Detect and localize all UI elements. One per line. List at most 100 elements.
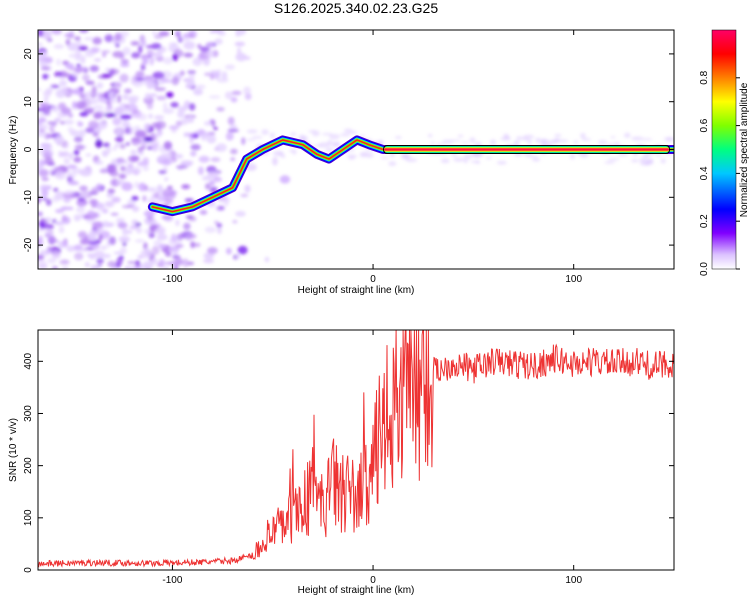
heatmap-noise-blob bbox=[60, 206, 71, 211]
heatmap-noise-blob bbox=[148, 93, 158, 97]
snr-ylabel: SNR (10 * v/v) bbox=[8, 418, 19, 482]
heatmap-noise-blob bbox=[61, 72, 72, 78]
heatmap-noise-blob bbox=[114, 32, 122, 42]
heatmap-noise-blob bbox=[150, 43, 162, 50]
heatmap-noise-blob bbox=[128, 95, 140, 102]
heatmap-ridge-halo bbox=[405, 158, 418, 163]
heatmap-noise-blob bbox=[79, 185, 88, 192]
colorbar-tick-label: 0.0 bbox=[699, 262, 710, 276]
heatmap-noise-blob bbox=[117, 221, 128, 229]
heatmap-noise-blob bbox=[63, 119, 75, 125]
heatmap-noise-blob bbox=[63, 150, 69, 155]
heatmap-noise-blob bbox=[153, 33, 163, 40]
heatmap-noise-blob bbox=[98, 233, 103, 242]
heatmap-noise-blob bbox=[206, 134, 217, 144]
heatmap-noise-blob bbox=[217, 31, 227, 36]
heatmap-noise-blob bbox=[78, 129, 86, 138]
heatmap-noise-blob bbox=[146, 81, 157, 89]
heatmap-noise-blob bbox=[51, 195, 60, 203]
heatmap-noise-blob bbox=[38, 254, 45, 261]
colorbar-tick-label: 0.4 bbox=[699, 166, 710, 180]
heatmap-ridge-halo bbox=[540, 138, 550, 145]
heatmap-ridge-halo bbox=[557, 139, 569, 143]
heatmap-ridge-halo bbox=[290, 132, 297, 136]
heatmap-ridge-halo bbox=[359, 152, 367, 158]
spectrogram-heatmap bbox=[38, 30, 674, 269]
heatmap-noise-blob bbox=[237, 245, 248, 255]
heatmap-ridge-halo bbox=[427, 133, 433, 138]
heatmap-noise-blob bbox=[182, 258, 189, 268]
heatmap-noise-blob bbox=[197, 43, 202, 49]
heatmap-noise-blob bbox=[65, 38, 71, 46]
heatmap-noise-blob bbox=[131, 205, 140, 212]
snr-ytick-label: 400 bbox=[23, 353, 34, 370]
heatmap-ridge-halo bbox=[573, 140, 579, 144]
heatmap-ridge-halo bbox=[547, 140, 558, 145]
heatmap-noise-blob bbox=[204, 226, 217, 233]
heatmap-noise-blob bbox=[175, 30, 181, 38]
heatmap-noise-blob bbox=[107, 188, 116, 194]
heatmap-noise-blob bbox=[241, 137, 246, 146]
heatmap-ridge-halo bbox=[613, 141, 621, 146]
heatmap-noise-blob bbox=[55, 208, 65, 214]
heatmap-noise-blob bbox=[86, 233, 97, 242]
heatmap-noise-blob bbox=[47, 162, 56, 166]
heatmap-noise-blob bbox=[134, 77, 146, 82]
heatmap-noise-blob bbox=[106, 192, 114, 198]
heatmap-noise-blob bbox=[110, 212, 119, 216]
heatmap-ridge-halo bbox=[522, 137, 529, 141]
heatmap-noise-blob bbox=[181, 117, 189, 125]
heatmap-ridge-halo bbox=[667, 137, 672, 141]
heatmap-noise-blob bbox=[140, 250, 152, 259]
heatmap-noise-blob bbox=[122, 46, 131, 56]
heatmap-noise-blob bbox=[127, 230, 133, 234]
heatmap-noise-blob bbox=[175, 165, 188, 169]
heatmap-ridge-halo bbox=[388, 161, 397, 167]
heatmap-noise-blob bbox=[131, 196, 139, 201]
heatmap-noise-blob bbox=[68, 113, 74, 118]
heatmap-noise-blob bbox=[124, 265, 132, 269]
heatmap-noise-blob bbox=[205, 183, 211, 190]
heatmap-noise-blob bbox=[231, 90, 242, 96]
heatmap-noise-blob bbox=[183, 41, 196, 50]
heatmap-noise-blob bbox=[235, 52, 247, 62]
heatmap-ridge-halo bbox=[522, 153, 533, 156]
heatmap-noise-blob bbox=[73, 214, 81, 222]
heatmap-noise-blob bbox=[64, 143, 69, 149]
heatmap-noise-blob bbox=[110, 178, 120, 187]
heatmap-noise-blob bbox=[41, 189, 49, 198]
heatmap-noise-blob bbox=[79, 238, 91, 245]
heatmap-noise-blob bbox=[68, 152, 74, 160]
heatmap-noise-blob bbox=[88, 120, 99, 130]
heatmap-noise-blob bbox=[188, 71, 195, 81]
heatmap-ridge-halo bbox=[513, 140, 521, 144]
heatmap-noise-blob bbox=[109, 170, 119, 177]
heatmap-ridge-halo bbox=[631, 136, 644, 141]
heatmap-noise-blob bbox=[225, 247, 232, 255]
spectrogram-ytick-label: 10 bbox=[23, 96, 34, 108]
heatmap-ridge-halo bbox=[329, 133, 340, 140]
carrier-band-core bbox=[384, 148, 669, 151]
heatmap-noise-blob bbox=[93, 58, 102, 62]
heatmap-noise-blob bbox=[202, 58, 209, 64]
heatmap-ridge-halo bbox=[527, 139, 533, 145]
heatmap-noise-blob bbox=[66, 172, 77, 179]
heatmap-noise-blob bbox=[43, 96, 49, 102]
heatmap-noise-blob bbox=[38, 169, 49, 178]
heatmap-ridge-halo bbox=[463, 153, 473, 160]
snr-ticks: -100 0 100 0 100 200 300 400 bbox=[23, 330, 674, 586]
heatmap-noise-blob bbox=[171, 76, 180, 86]
heatmap-noise-blob bbox=[38, 131, 46, 138]
heatmap-noise-blob bbox=[224, 64, 236, 70]
heatmap-noise-blob bbox=[38, 60, 47, 67]
heatmap-noise-blob bbox=[39, 151, 45, 156]
spectrogram-ytick-label: 20 bbox=[23, 48, 34, 60]
heatmap-noise-blob bbox=[85, 153, 92, 157]
heatmap-noise-blob bbox=[38, 30, 44, 37]
heatmap-noise-blob bbox=[102, 52, 107, 58]
heatmap-noise-blob bbox=[163, 215, 174, 222]
heatmap-noise-blob bbox=[187, 78, 195, 87]
heatmap-noise-blob bbox=[74, 66, 83, 73]
heatmap-noise-blob bbox=[151, 143, 159, 152]
heatmap-ridge-halo bbox=[359, 134, 366, 138]
